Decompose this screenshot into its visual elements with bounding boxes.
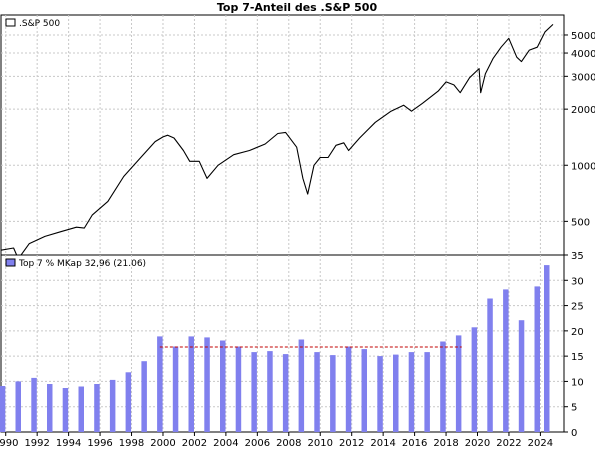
share-bar	[172, 346, 179, 432]
price-legend: .S&P 500	[5, 18, 60, 29]
price-tick-label: 500	[571, 217, 590, 228]
year-axis: 1990 1992 1994 1996 1998 2000 2002 2004 2006 2008…	[0, 432, 553, 449]
year-tick-label: 2012	[339, 438, 364, 449]
share-bar	[314, 352, 320, 432]
year-tick-label: 2014	[370, 438, 395, 449]
share-bar	[408, 352, 415, 432]
year-tick-label: 2002	[182, 438, 207, 449]
share-bar	[393, 354, 399, 432]
share-bar	[220, 340, 226, 432]
share-bar	[361, 349, 367, 432]
share-tick-label: 10	[571, 377, 584, 388]
share-legend-swatch	[5, 258, 16, 267]
share-bar	[518, 320, 525, 432]
price-tick-label: 1000	[571, 161, 595, 172]
year-tick-label: 1994	[56, 438, 81, 449]
price-legend-swatch	[5, 18, 16, 27]
year-tick-label: 1996	[87, 438, 112, 449]
share-bar	[204, 337, 210, 432]
share-panel-frame	[0, 254, 565, 433]
share-bar	[330, 355, 336, 432]
year-tick-label: 2016	[402, 438, 427, 449]
share-bar	[487, 298, 493, 432]
price-tick-label: 3000	[571, 72, 595, 83]
share-bar	[188, 336, 194, 432]
share-bar	[544, 265, 550, 432]
price-tick-label: 4000	[571, 49, 595, 60]
share-bar	[282, 354, 289, 432]
price-panel: 500 1000 2000 3000 4000 5000 .S&P 500	[0, 14, 595, 260]
share-tick-label: 35	[571, 251, 584, 262]
year-tick-label: 2020	[465, 438, 490, 449]
year-tick-label: 1998	[119, 438, 144, 449]
share-bar	[298, 339, 305, 432]
share-bar	[267, 351, 273, 432]
share-bars	[0, 265, 550, 432]
price-panel-frame	[0, 14, 565, 256]
share-legend: Top 7 % MKap 32,96 (21.06)	[5, 258, 146, 269]
share-bar	[251, 352, 257, 432]
price-grid	[1, 15, 564, 255]
share-bar	[534, 286, 540, 432]
share-bar	[455, 335, 462, 432]
share-tick-label: 30	[571, 276, 584, 287]
share-bar	[235, 346, 242, 432]
share-bar	[31, 377, 37, 432]
share-legend-label: Top 7 % MKap 32,96 (21.06)	[18, 259, 146, 269]
share-bar	[377, 356, 383, 432]
price-series-line	[0, 23, 554, 260]
year-tick-label: 2010	[308, 438, 333, 449]
share-bar	[157, 336, 163, 432]
price-axis: 500 1000 2000 3000 4000 5000	[564, 31, 595, 228]
share-tick-label: 0	[571, 428, 577, 439]
share-bar	[0, 386, 6, 432]
year-tick-label: 2000	[150, 438, 175, 449]
share-bar	[78, 386, 84, 432]
share-bar	[109, 379, 116, 432]
share-tick-label: 15	[571, 352, 584, 363]
share-bar	[471, 327, 478, 432]
share-tick-label: 25	[571, 302, 584, 313]
share-bar	[424, 352, 430, 432]
year-tick-label: 1992	[24, 438, 49, 449]
share-grid	[1, 255, 564, 432]
share-tick-label: 5	[571, 403, 577, 414]
share-panel: 0 5 10 15 20 25 30 35 1990 1992 1994 1996 1998 2000 2…	[0, 251, 584, 449]
chart-title: Top 7-Anteil des .S&P 500	[217, 1, 378, 14]
year-tick-label: 2006	[245, 438, 270, 449]
share-bar	[503, 289, 509, 432]
price-tick-label: 2000	[571, 105, 595, 116]
share-bar	[141, 361, 147, 432]
share-bar	[15, 381, 21, 432]
year-tick-label: 2024	[528, 438, 553, 449]
share-bar	[440, 341, 446, 432]
share-bar	[94, 384, 100, 432]
share-bar	[47, 384, 53, 432]
share-bar	[345, 346, 352, 432]
year-tick-label: 2018	[433, 438, 458, 449]
year-tick-label: 2008	[276, 438, 301, 449]
year-tick-label: 2004	[213, 438, 238, 449]
price-tick-label: 5000	[571, 31, 595, 42]
price-legend-label: .S&P 500	[19, 19, 60, 29]
share-bar	[62, 388, 69, 432]
year-tick-label: 2022	[496, 438, 521, 449]
share-bar	[125, 372, 132, 432]
share-axis: 0 5 10 15 20 25 30 35	[564, 251, 584, 439]
share-tick-label: 20	[571, 327, 584, 338]
price-line	[0, 23, 554, 260]
year-tick-label: 1990	[0, 438, 18, 449]
